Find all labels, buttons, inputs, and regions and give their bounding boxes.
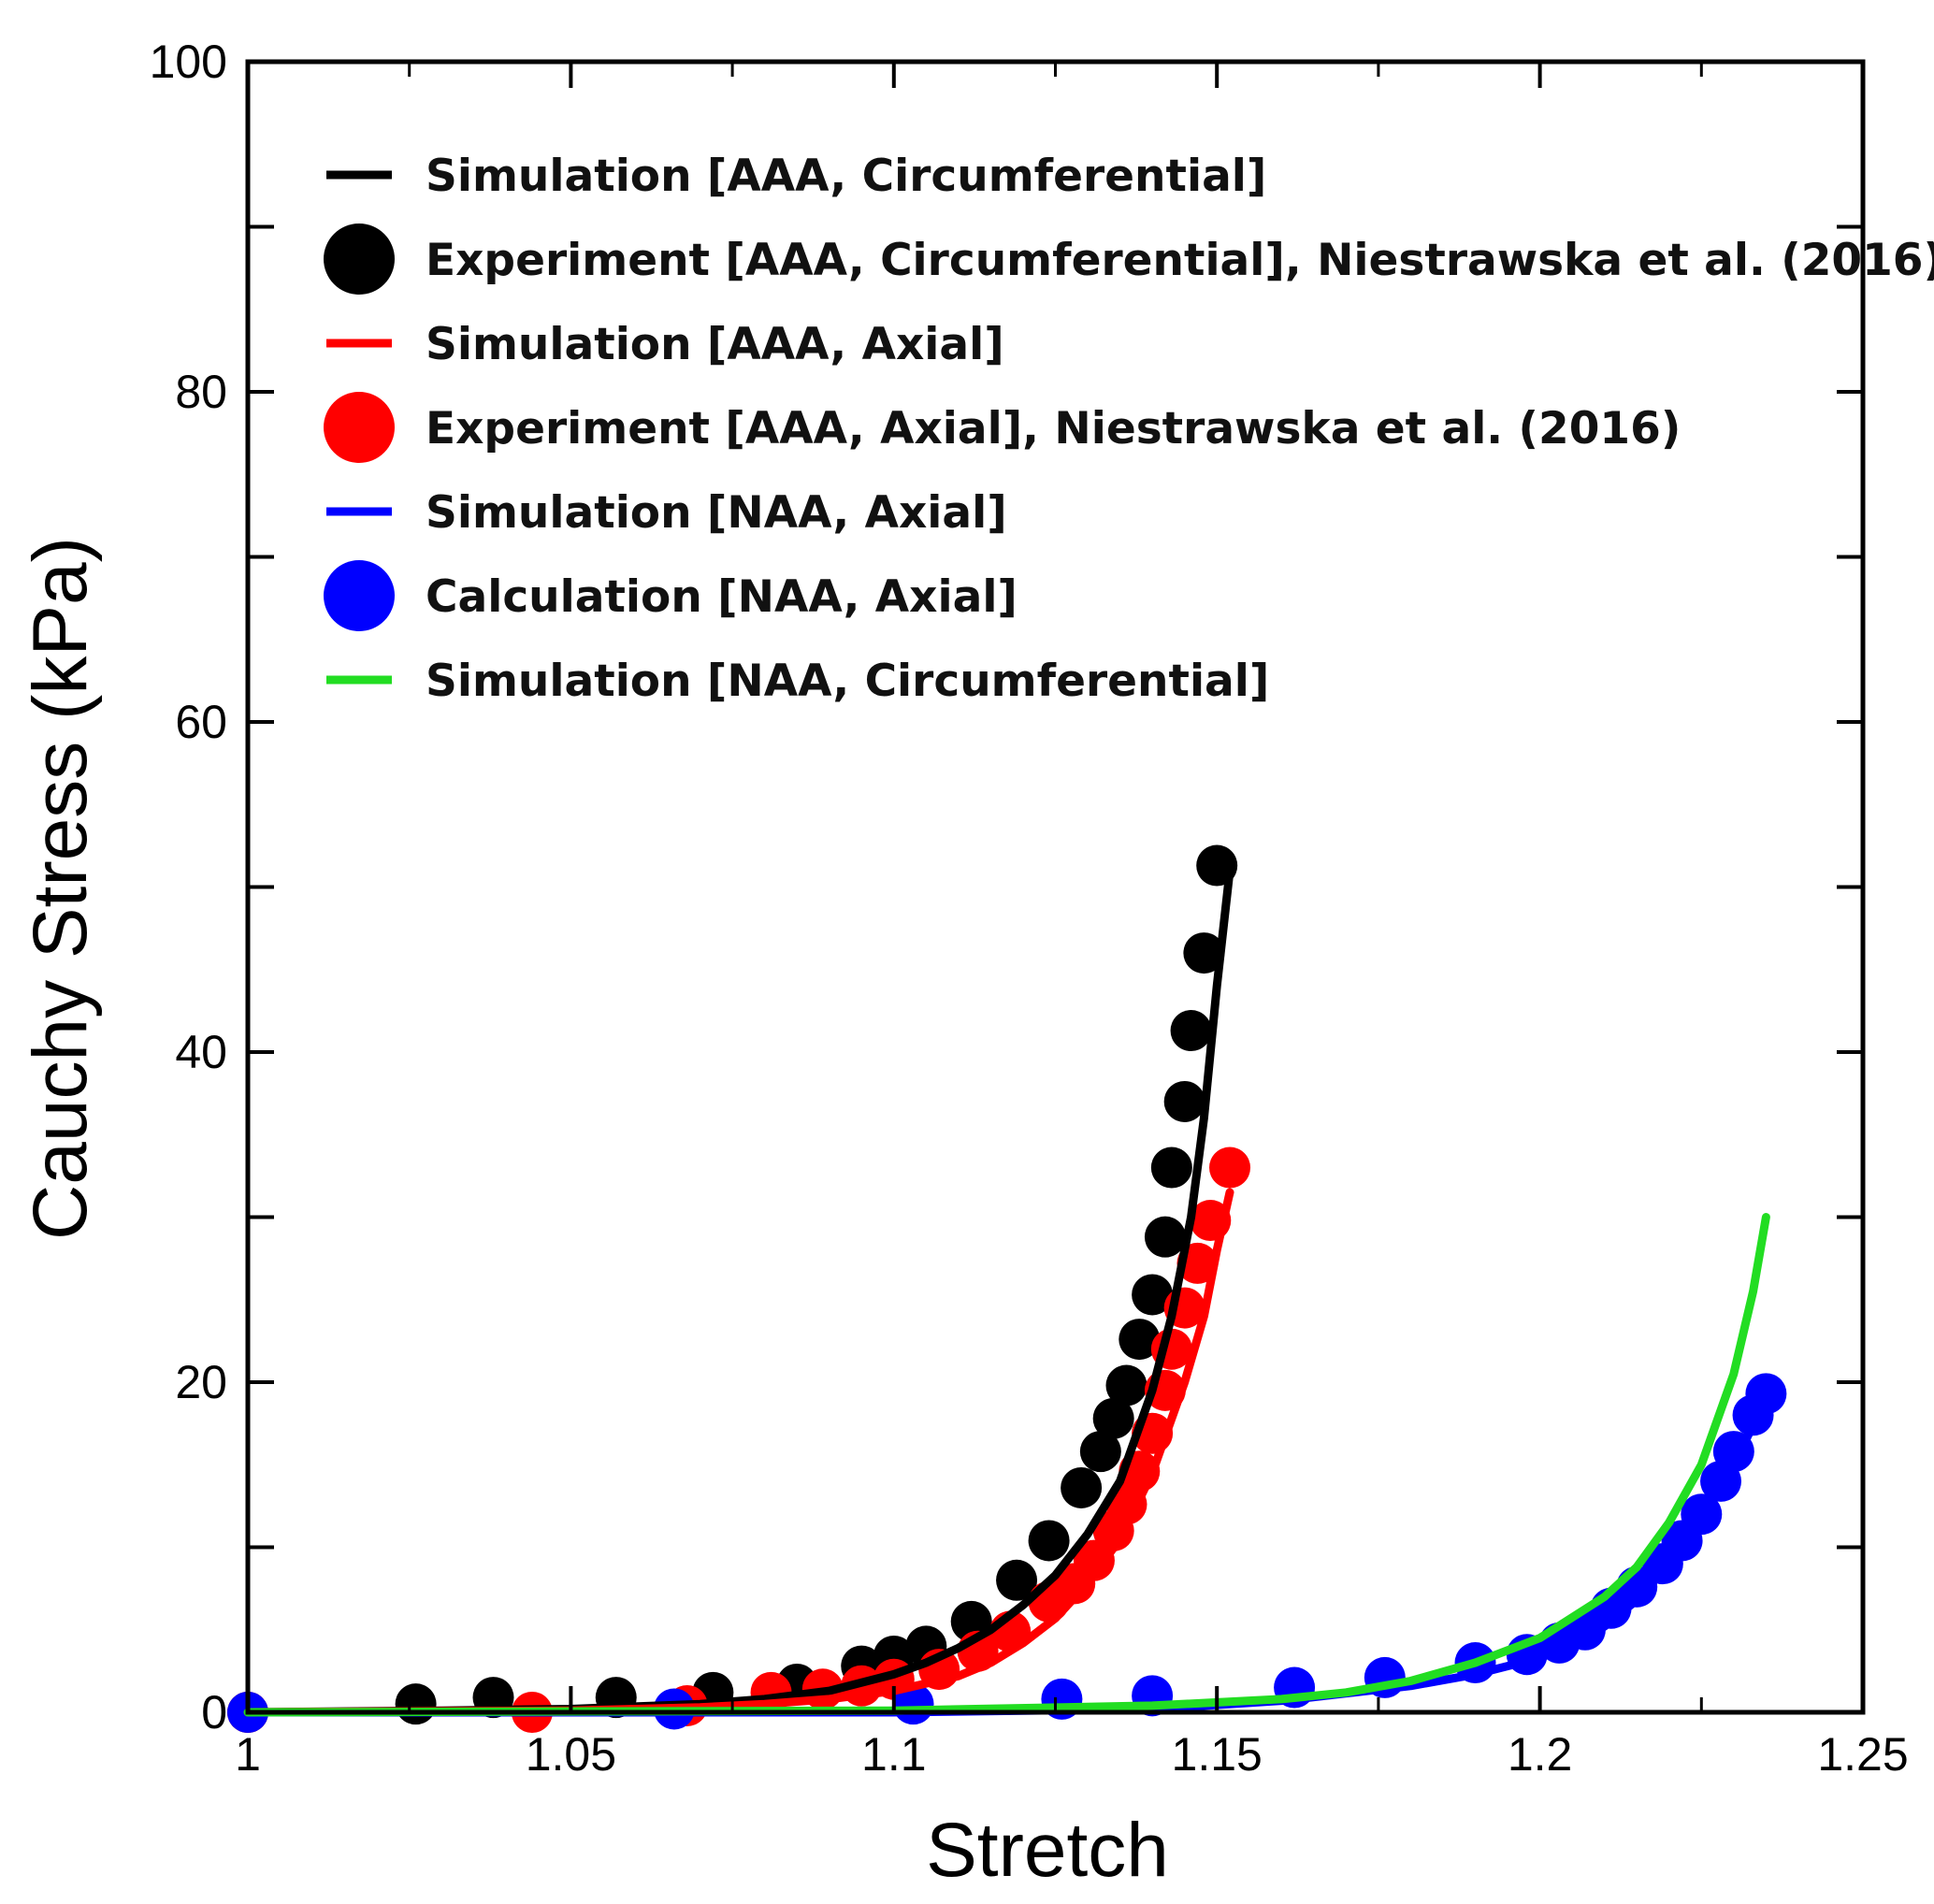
legend-item: Experiment [AAA, Axial], Niestrawska et … xyxy=(324,392,1681,463)
data-point xyxy=(1073,1539,1115,1581)
legend-item: Simulation [NAA, Circumferential] xyxy=(326,656,1269,707)
legend-item: Experiment [AAA, Circumferential], Niest… xyxy=(324,224,1934,295)
legend-label: Experiment [AAA, Circumferential], Niest… xyxy=(426,235,1934,286)
data-point xyxy=(1061,1466,1103,1508)
series-line xyxy=(243,1213,1770,1717)
legend-item: Simulation [AAA, Circumferential] xyxy=(326,151,1266,202)
legend-marker xyxy=(324,392,395,463)
data-point xyxy=(1105,1364,1147,1406)
legend-item: Simulation [AAA, Axial] xyxy=(326,319,1004,370)
y-axis-title: Cauchy Stress (kPa) xyxy=(18,537,103,1240)
x-tick-label: 1.25 xyxy=(1817,1728,1908,1781)
legend-item: Calculation [NAA, Axial] xyxy=(324,560,1018,631)
data-point xyxy=(1132,1274,1174,1316)
x-tick-label: 1.2 xyxy=(1508,1728,1573,1781)
legend-marker xyxy=(324,224,395,295)
legend-item: Simulation [NAA, Axial] xyxy=(326,487,1007,539)
data-point xyxy=(1170,1010,1212,1052)
legend-label: Simulation [NAA, Axial] xyxy=(426,487,1007,539)
series-line xyxy=(243,1188,1234,1717)
y-tick-label: 40 xyxy=(175,1026,227,1078)
data-point xyxy=(1028,1520,1070,1562)
data-point xyxy=(996,1559,1038,1601)
ticks-layer: 1 1.05 1.1 1.15 1.2 1.25 0 20 40 60 80 100 xyxy=(150,36,1909,1781)
data-point xyxy=(1144,1216,1186,1258)
legend: Simulation [AAA, Circumferential] Experim… xyxy=(324,151,1934,707)
x-tick-label: 1.05 xyxy=(526,1728,616,1781)
y-tick-label: 80 xyxy=(175,366,227,418)
data-point xyxy=(1119,1319,1161,1361)
data-point xyxy=(1163,1080,1205,1122)
legend-label: Calculation [NAA, Axial] xyxy=(426,571,1018,623)
data-point xyxy=(1150,1147,1192,1189)
y-tick-label: 60 xyxy=(175,696,227,748)
y-tick-label: 20 xyxy=(175,1356,227,1408)
data-point xyxy=(1209,1147,1251,1189)
series-layer xyxy=(227,844,1787,1733)
legend-marker xyxy=(324,560,395,631)
data-point xyxy=(395,1683,437,1725)
x-axis-title: Stretch xyxy=(926,1808,1169,1893)
x-tick-label: 1.15 xyxy=(1172,1728,1263,1781)
data-point xyxy=(1183,932,1225,974)
y-tick-label: 0 xyxy=(201,1686,227,1738)
y-tick-label: 100 xyxy=(150,36,227,88)
data-point xyxy=(1092,1397,1134,1439)
series-6 xyxy=(243,1213,1770,1717)
data-point xyxy=(1079,1431,1121,1473)
data-point xyxy=(1745,1373,1787,1415)
x-tick-label: 1 xyxy=(235,1728,261,1781)
x-tick-label: 1.1 xyxy=(861,1728,927,1781)
legend-label: Experiment [AAA, Axial], Niestrawska et … xyxy=(426,403,1681,454)
legend-label: Simulation [AAA, Circumferential] xyxy=(426,151,1266,202)
legend-label: Simulation [NAA, Circumferential] xyxy=(426,656,1269,707)
series-2 xyxy=(243,1188,1234,1717)
legend-label: Simulation [AAA, Axial] xyxy=(426,319,1004,370)
